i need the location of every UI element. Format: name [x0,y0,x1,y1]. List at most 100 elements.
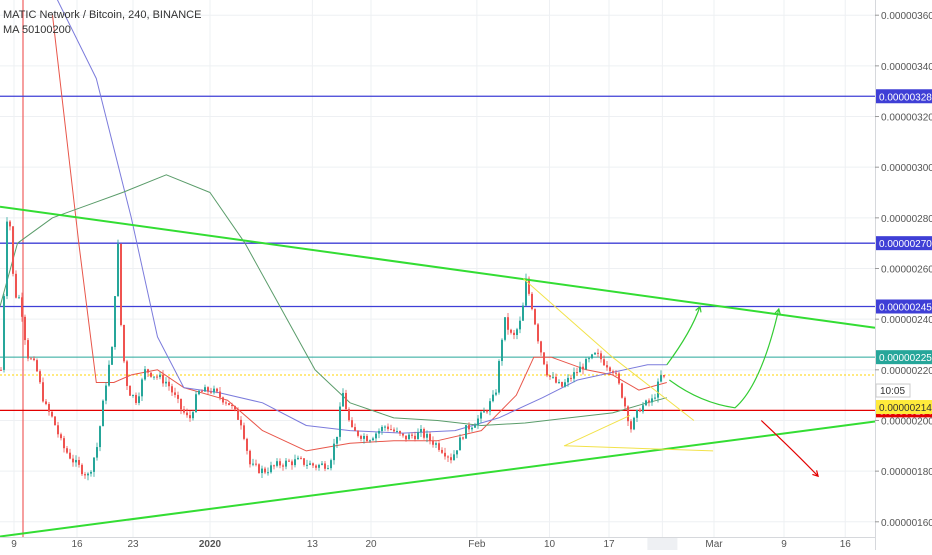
candle-body-119 [357,430,359,436]
candle-body-41 [123,325,125,362]
candle-body-33 [99,426,101,448]
candle-body-194 [582,366,584,370]
candle-body-14 [42,382,44,402]
candle-body-150 [450,457,452,461]
candle-body-84 [252,463,254,465]
candle-body-168 [504,317,506,340]
candle-body-85 [255,463,257,465]
candle-body-165 [495,392,497,395]
candle-body-32 [96,447,98,458]
yellow-wedge-lower [563,414,714,452]
candle-body-123 [369,440,371,442]
level-tag-text-3: 0.00000225 [879,353,932,364]
candle-body-220 [660,375,662,382]
candle-body-186 [558,381,560,383]
x-tick-label-3: 2020 [199,539,222,550]
candle-body-90 [270,465,272,473]
candle-body-214 [642,405,644,412]
candle-body-193 [579,366,581,373]
x-tick-label-7: 10 [544,539,556,550]
candle-body-210 [630,421,632,430]
candle-body-81 [243,425,245,439]
candle-body-55 [165,381,167,384]
candle-body-62 [186,412,188,416]
ma-line-1 [56,0,667,434]
candle-body-3 [9,221,11,227]
x-tick-label-11: 9 [781,539,787,550]
candle-body-20 [60,434,62,439]
annotation-up-arrow-long [669,308,780,409]
y-tick-label-4: 0.00000280 [881,214,932,225]
candle-body-82 [246,438,248,451]
candle-body-83 [249,450,251,465]
level-tag-text-1: 0.00000270 [879,239,932,250]
candle-body-178 [534,309,536,325]
candle-body-102 [306,464,308,466]
candle-body-106 [318,464,320,468]
indicator-label: MA 50100200 [3,24,71,36]
candle-body-99 [297,457,299,460]
candle-body-188 [564,382,566,387]
level-tag-text-2: 0.00000245 [879,302,932,313]
candle-body-163 [489,401,491,412]
candle-body-176 [528,278,530,294]
candle-body-92 [276,461,278,466]
candle-body-143 [429,433,431,441]
candle-body-104 [312,463,314,466]
support-trendline [0,420,876,538]
candle-body-162 [486,411,488,413]
candle-body-121 [363,435,365,439]
candle-body-158 [474,425,476,428]
candle-body-11 [33,358,35,361]
candle-body-73 [219,391,221,398]
candle-body-170 [510,329,512,333]
countdown-tag-bg [875,383,911,398]
candle-body-64 [192,412,194,419]
candle-body-47 [141,379,143,397]
candle-body-36 [108,364,110,386]
ma-line-2 [0,174,667,426]
candle-body-173 [519,320,521,330]
candle-body-29 [87,473,89,476]
candle-body-27 [81,464,83,475]
candle-body-59 [177,394,179,399]
candle-body-206 [618,373,620,384]
candle-body-179 [537,324,539,342]
candle-body-211 [633,417,635,430]
candle-body-31 [93,457,95,472]
candle-body-124 [372,438,374,441]
annotation-arrowhead-3 [812,470,819,478]
x-tick-label-5: 20 [365,539,377,550]
candle-body-136 [408,434,410,440]
candle-body-135 [405,435,407,440]
candle-body-110 [330,460,332,469]
candle-body-132 [396,431,398,433]
y-tick-label-9: 0.00000180 [881,467,932,478]
candle-body-185 [555,376,557,383]
candle-body-4 [12,226,14,274]
candle-body-127 [381,426,383,431]
level-tag-text-0: 0.00000328 [879,92,932,103]
candle-body-180 [540,341,542,353]
candle-body-24 [72,458,74,463]
candle-body-71 [213,388,215,393]
candle-body-156 [468,425,470,430]
y-tick-label-7: 0.00000220 [881,366,932,377]
candle-body-159 [477,418,479,426]
candle-body-187 [561,381,563,387]
candle-body-130 [390,429,392,431]
candle-body-114 [342,392,344,407]
candle-body-48 [144,369,146,380]
candle-body-216 [648,400,650,403]
candle-body-52 [156,376,158,378]
candle-body-141 [423,429,425,438]
x-tick-label-12: 16 [840,539,852,550]
yellow-wedge-upper [522,278,695,421]
candle-body-21 [63,438,65,449]
x-tick-label-1: 16 [71,539,83,550]
candle-body-6 [18,297,20,299]
candle-body-142 [426,433,428,438]
candle-body-164 [492,394,494,402]
